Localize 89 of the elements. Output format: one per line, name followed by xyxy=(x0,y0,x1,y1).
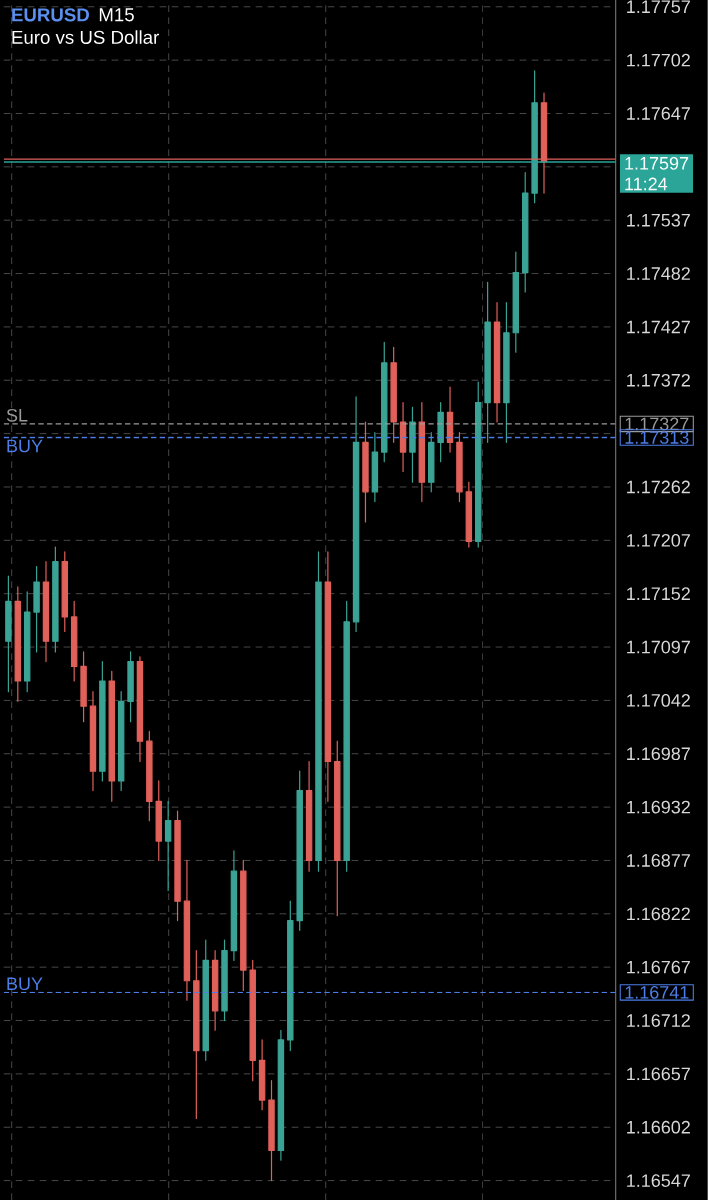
candlestick xyxy=(5,575,12,693)
candlestick xyxy=(183,859,191,1001)
candlestick xyxy=(24,591,31,693)
candlestick xyxy=(174,810,181,922)
y-tick-label: 1.17757 xyxy=(627,0,691,14)
candlestick xyxy=(165,800,172,892)
candlestick xyxy=(399,401,407,473)
candlestick xyxy=(381,341,388,463)
candlestick xyxy=(249,959,257,1082)
annotation: M15 xyxy=(99,8,134,22)
candlestick xyxy=(118,691,125,792)
candlestick xyxy=(324,551,332,802)
y-tick-label: 1.17647 xyxy=(627,107,691,120)
text: 1.17313 xyxy=(625,431,689,444)
candlestick xyxy=(418,401,426,503)
candlestick xyxy=(52,546,59,653)
candlestick xyxy=(296,770,304,931)
ref-line-label: BUY xyxy=(7,977,43,991)
candlestick xyxy=(71,600,78,682)
ref-line-label: SL xyxy=(6,408,28,422)
candlestick xyxy=(212,950,219,1031)
y-tick-label: 1.17427 xyxy=(627,320,691,334)
candlestick xyxy=(240,859,247,992)
candlestick xyxy=(89,691,97,792)
candlestick xyxy=(230,850,238,961)
y-tick-label: 1.16877 xyxy=(627,854,691,867)
candlestick xyxy=(221,939,228,1022)
y-tick-label: 1.16547 xyxy=(627,1174,691,1187)
candlestick xyxy=(503,302,510,443)
candlestick xyxy=(42,561,50,663)
candlestick xyxy=(80,651,87,723)
candlestick xyxy=(475,381,482,548)
y-tick-label: 1.17702 xyxy=(627,53,691,67)
candlestick xyxy=(315,551,322,872)
candlestick xyxy=(362,421,369,523)
candlestick xyxy=(371,432,379,503)
candlestick xyxy=(446,386,454,453)
candlestick xyxy=(146,730,153,822)
y-tick-label: 1.17042 xyxy=(627,694,691,707)
candlestick xyxy=(108,670,116,802)
candlestick xyxy=(484,281,491,443)
text: 11:24 xyxy=(625,177,668,191)
y-tick-label: 1.16657 xyxy=(627,1067,691,1081)
candlestick xyxy=(259,1039,266,1111)
candlestick xyxy=(202,939,210,1061)
candlestick xyxy=(127,651,134,723)
candlestick xyxy=(99,660,106,782)
y-tick-label: 1.17482 xyxy=(627,267,691,280)
candlestick xyxy=(61,551,69,633)
y-tick-label: 1.17262 xyxy=(627,480,691,494)
candlestick xyxy=(155,780,163,862)
candlestick xyxy=(522,172,529,293)
candlestick xyxy=(136,656,144,763)
y-tick-label: 1.16602 xyxy=(627,1120,691,1134)
candlestick xyxy=(14,586,22,702)
y-tick-label: 1.17372 xyxy=(627,373,691,387)
candlestick xyxy=(334,740,341,917)
text: 1.17597 xyxy=(625,156,689,170)
y-tick-label: 1.16712 xyxy=(627,1014,691,1027)
candlestick xyxy=(465,481,473,548)
text: Euro vs US Dollar xyxy=(12,30,160,44)
candlestick xyxy=(343,600,351,872)
y-tick-label: 1.16767 xyxy=(627,960,691,974)
candlestick xyxy=(493,302,501,423)
y-tick-label: 1.17207 xyxy=(627,533,691,547)
candlestick xyxy=(390,346,398,443)
y-tick-label: 1.16932 xyxy=(627,800,691,814)
candlestick xyxy=(456,432,463,503)
y-tick-label: 1.17152 xyxy=(627,587,691,601)
chart-title: EURUSD xyxy=(12,8,90,22)
y-tick-label: 1.16987 xyxy=(627,747,691,761)
candlestick xyxy=(277,1029,285,1161)
candlestick xyxy=(428,432,435,493)
y-tick-label: 1.17097 xyxy=(627,640,691,654)
candlestick xyxy=(33,565,40,653)
candlestick xyxy=(409,406,416,483)
text: 1.17327 xyxy=(625,417,689,431)
text: 1.16741 xyxy=(625,986,689,999)
candlestick xyxy=(531,70,538,204)
candlestick xyxy=(306,760,313,872)
y-tick-label: 1.16822 xyxy=(627,907,691,921)
candlestick xyxy=(287,900,294,1052)
candlestick xyxy=(268,1080,275,1182)
candlestick xyxy=(352,396,360,633)
candlestick xyxy=(512,251,520,353)
y-tick-label: 1.17537 xyxy=(627,213,691,227)
ref-line-label: BUY xyxy=(7,439,43,453)
candlestick xyxy=(193,950,200,1120)
candlestick xyxy=(437,401,445,463)
